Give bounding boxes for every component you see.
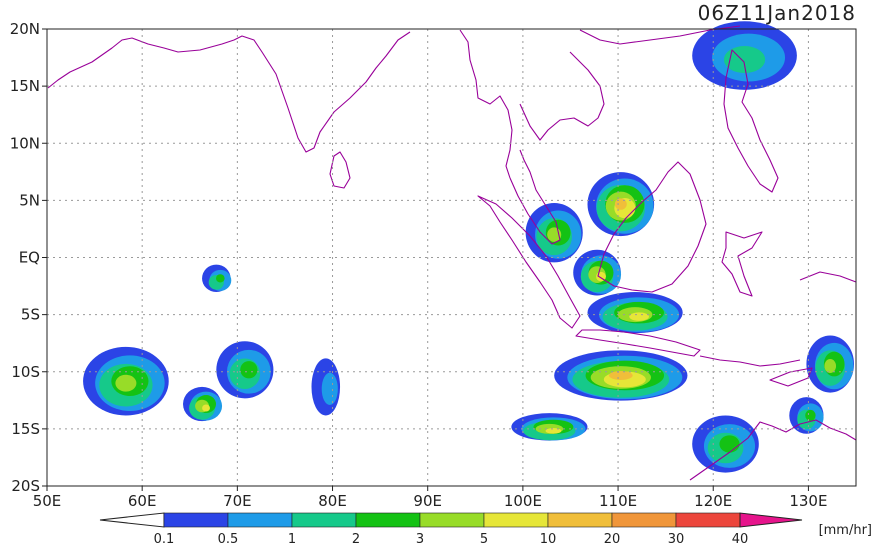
lat-label: 10N: [10, 134, 40, 152]
rain-level-4: [216, 274, 225, 283]
lon-label: 120E: [694, 492, 732, 510]
lon-label: 100E: [504, 492, 542, 510]
colorbar-label: 1: [288, 532, 296, 544]
rain-level-4: [719, 435, 740, 453]
colorbar-label: 0.5: [218, 532, 239, 544]
coastlines: [47, 25, 857, 481]
colorbar-label: 0.1: [154, 532, 175, 544]
rain-area-indian-ocean-south-3: [216, 341, 274, 399]
lon-label: 50E: [33, 492, 62, 510]
coast-china: [579, 25, 741, 45]
colorbar: 0.1 0.5 1 2 3 5 10 20 30 40: [99, 512, 803, 544]
rain-level-7: [614, 198, 627, 210]
rain-area-arafura: [789, 397, 824, 434]
longitude-labels: 50E 60E 70E 80E 90E 100E 110E 120E 130E: [33, 486, 827, 510]
colorbar-unit: [mm/hr]: [819, 523, 872, 538]
coast-india: [47, 31, 411, 153]
map-title: 06Z11Jan2018: [698, 1, 856, 25]
lat-label: EQ: [19, 249, 40, 267]
colorbar-bin: [163, 512, 229, 528]
rain-level-4: [240, 361, 258, 379]
rain-level-5: [824, 359, 837, 374]
rain-area-philippines-north: [692, 21, 797, 90]
rain-area-indian-ocean-south-1: [83, 346, 169, 416]
rain-area-indian-ocean-blue: [311, 358, 341, 416]
coast-borneo: [597, 161, 707, 293]
rain-layer: [83, 21, 854, 473]
coast-newguinea: [799, 271, 857, 283]
colorbar-label: 30: [668, 532, 685, 544]
colorbar-high-arrow: [739, 512, 803, 528]
rain-area-timor-sea: [692, 415, 759, 473]
colorbar-bin: [547, 512, 613, 528]
rain-area-banda-east: [806, 335, 854, 393]
grid: [47, 29, 856, 486]
lon-label: 80E: [318, 492, 347, 510]
rain-area-sumba-south: [511, 413, 588, 441]
rain-area-indian-ocean-south-2: [183, 386, 223, 422]
lat-label: 20S: [11, 477, 40, 495]
coast-malaya: [509, 149, 561, 245]
colorbar-bin: [419, 512, 485, 528]
coast-myanmar: [459, 29, 513, 179]
lat-label: 5S: [21, 306, 40, 324]
colorbar-label: 3: [416, 532, 424, 544]
coast-philippines: [723, 49, 779, 193]
lat-label: 5N: [19, 191, 40, 209]
lon-label: 60E: [128, 492, 157, 510]
lon-label: 110E: [599, 492, 637, 510]
coast-indochina: [519, 51, 605, 141]
lat-label: 10S: [11, 363, 40, 381]
colorbar-bin: [483, 512, 549, 528]
rain-level-7: [608, 370, 633, 380]
coast-sulawesi: [721, 231, 763, 297]
colorbar-bin: [675, 512, 741, 528]
rain-level-6: [545, 428, 562, 434]
lat-label: 20N: [10, 20, 40, 38]
coast-java: [575, 329, 701, 357]
colorbar-bin: [355, 512, 421, 528]
colorbar-label: 5: [480, 532, 488, 544]
colorbar-bin: [611, 512, 677, 528]
rain-area-maldives-east: [202, 264, 232, 293]
rain-area-sumatra-malaya: [525, 202, 583, 263]
rain-level-5: [115, 374, 137, 392]
rain-area-borneo-west: [573, 249, 622, 296]
coast-lesser-sunda: [699, 355, 801, 367]
lon-label: 70E: [223, 492, 252, 510]
lon-label: 90E: [413, 492, 442, 510]
rain-area-java-sea: [587, 292, 683, 334]
colorbar-label: 40: [732, 532, 749, 544]
lat-label: 15S: [11, 420, 40, 438]
colorbar-label: 2: [352, 532, 360, 544]
coast-srilanka: [329, 151, 351, 189]
rain-level-4: [805, 409, 816, 421]
coast-timor: [769, 367, 813, 387]
colorbar-label: 20: [604, 532, 621, 544]
lon-label: 130E: [789, 492, 827, 510]
coast-sumatra: [477, 195, 581, 329]
latitude-labels: 20N 15N 10N 5N EQ 5S 10S 15S 20S: [10, 20, 47, 495]
rain-level-6: [202, 404, 210, 412]
colorbar-bin: [227, 512, 293, 528]
rain-area-south-china-sea-south: [587, 172, 655, 237]
lat-label: 15N: [10, 77, 40, 95]
colorbar-low-arrow: [99, 512, 165, 528]
rain-level-2: [321, 372, 338, 406]
rain-level-6: [629, 312, 649, 321]
colorbar-label: 10: [540, 532, 557, 544]
colorbar-bin: [291, 512, 357, 528]
rain-area-lesser-sunda-sea: [554, 350, 688, 401]
